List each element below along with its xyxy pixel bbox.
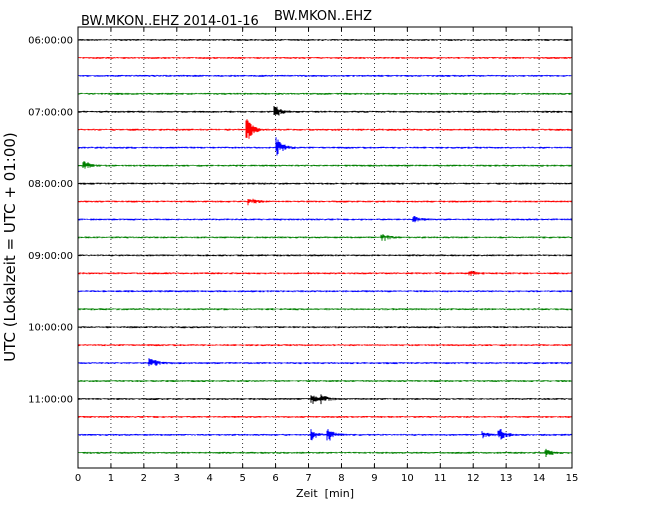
y-tick-label: 10:00:00	[28, 323, 73, 334]
x-tick-label: 13	[500, 473, 513, 484]
x-ticks: 0 1 2 3 4 5 6 7 8 9 10 11 12 13 14 15	[75, 27, 579, 484]
y-tick-label: 06:00:00	[28, 36, 73, 47]
plot-frame	[77, 26, 573, 469]
chart-subtitle: BW.MKON..EHZ 2014-01-16	[81, 14, 259, 29]
y-tick-label: 07:00:00	[28, 107, 73, 118]
seismic-trace	[78, 290, 572, 293]
x-tick-label: 5	[239, 473, 245, 484]
seismic-trace	[78, 358, 572, 367]
seismic-trace	[78, 394, 572, 405]
x-axis-label: Zeit [min]	[296, 487, 354, 500]
x-tick-label: 15	[566, 473, 579, 484]
y-tick-label: 11:00:00	[28, 395, 73, 406]
seismic-trace	[78, 254, 572, 257]
chart-title: BW.MKON..EHZ	[274, 9, 372, 24]
x-tick-label: 2	[141, 473, 147, 484]
seismic-trace	[78, 119, 572, 139]
x-tick-label: 4	[207, 473, 213, 484]
seismic-trace	[78, 198, 572, 206]
seismic-trace	[78, 308, 572, 311]
seismic-trace	[78, 161, 572, 169]
trace-layer	[78, 39, 572, 457]
seismic-trace	[78, 137, 572, 156]
x-tick-label: 0	[75, 473, 81, 484]
y-ticks: 06:00:00 07:00:00 08:00:00 09:00:00 10:00:00…	[28, 36, 572, 406]
seismic-trace	[78, 234, 572, 241]
x-tick-label: 3	[174, 473, 180, 484]
x-tick-label: 1	[108, 473, 114, 484]
x-tick-label: 6	[272, 473, 278, 484]
seismic-trace	[78, 216, 572, 223]
seismic-trace	[78, 57, 572, 59]
y-tick-label: 09:00:00	[28, 251, 73, 262]
x-tick-label: 7	[305, 473, 311, 484]
x-tick-label: 12	[467, 473, 480, 484]
seismic-trace	[78, 416, 572, 418]
seismic-trace	[78, 380, 572, 382]
x-tick-label: 10	[401, 473, 414, 484]
x-tick-label: 8	[338, 473, 344, 484]
seismic-trace	[78, 344, 572, 347]
grid-lines	[110, 27, 540, 468]
x-tick-label: 9	[371, 473, 377, 484]
seismic-trace	[78, 448, 572, 457]
seismic-trace	[78, 326, 572, 329]
seismic-trace	[78, 39, 572, 41]
seismic-trace	[78, 270, 572, 276]
y-axis-label: UTC (Lokalzeit = UTC + 01:00)	[1, 132, 19, 362]
x-tick-label: 11	[434, 473, 447, 484]
seismic-trace	[78, 92, 572, 95]
seismic-trace	[78, 429, 572, 441]
seismic-trace	[78, 74, 572, 77]
y-tick-label: 08:00:00	[28, 179, 73, 190]
x-tick-label: 14	[533, 473, 546, 484]
seismic-trace	[78, 182, 572, 185]
seismic-trace	[78, 106, 572, 116]
